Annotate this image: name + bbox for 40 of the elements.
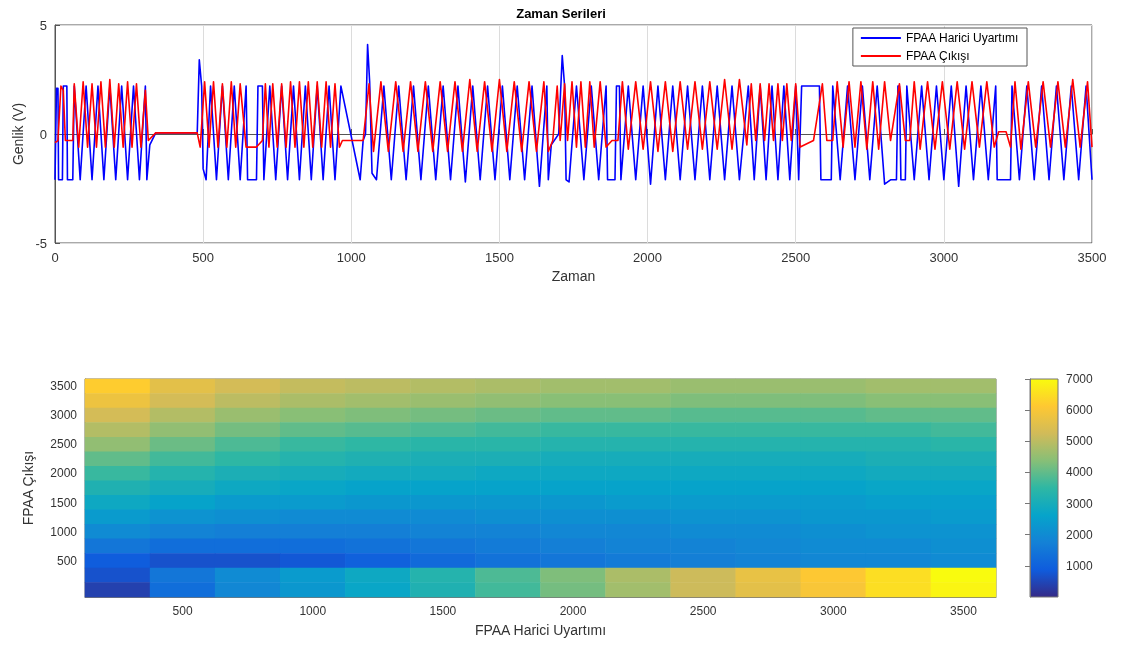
x-tick-label: 1500	[429, 604, 457, 618]
color-bar-label: 5000	[1066, 434, 1094, 449]
y-tick-label: 3500	[50, 379, 78, 394]
x-tick-label: 2000	[633, 250, 663, 265]
x-tick-label: 1500	[484, 250, 514, 265]
color-bar-label: 7000	[1066, 372, 1094, 386]
x-tick-label: 3500	[1077, 250, 1107, 265]
y-tick-label: 1500	[50, 495, 78, 510]
legend-label: FPAA Harici Uyartımı	[905, 31, 1019, 45]
chart-title: Zaman Serileri	[516, 6, 606, 21]
x-tick-label: 500	[192, 250, 214, 265]
color-bar-label: 1000	[1066, 558, 1094, 573]
color-bar-label: 4000	[1066, 465, 1094, 480]
x-tick-label: 1000	[336, 250, 366, 265]
x-tick-label: 3500	[950, 604, 978, 618]
line-series	[54, 43, 1093, 188]
x-tick-label: 500	[172, 604, 193, 618]
x-tick-label: 2500	[689, 604, 717, 618]
y-tick-label: 5	[39, 17, 47, 33]
x-tick-label: 2000	[559, 604, 587, 618]
y-axis-title: FPAA Çıkışı	[20, 450, 36, 526]
y-axis-title: Genlik (V)	[9, 102, 26, 166]
x-tick-label: 3000	[819, 604, 847, 618]
y-tick-label: 2000	[50, 466, 78, 481]
y-tick-label: 1000	[50, 524, 78, 539]
x-tick-label: 2500	[781, 250, 811, 265]
color-bar-label: 6000	[1066, 403, 1094, 418]
legend-label: FPAA Çıkışı	[905, 49, 970, 63]
y-tick-label: 2500	[50, 437, 78, 452]
x-axis-title: FPAA Harici Uyartımı	[474, 622, 607, 638]
color-bar-label: 2000	[1066, 527, 1094, 542]
color-bar-label: 3000	[1066, 496, 1094, 511]
x-axis-title: Zaman	[551, 267, 596, 284]
y-tick-label: 3000	[50, 408, 78, 423]
y-tick-label: -5	[35, 235, 47, 251]
y-tick-label: 500	[56, 553, 78, 568]
y-tick-label: 0	[39, 126, 47, 142]
line-series	[54, 78, 1093, 153]
x-tick-label: 3000	[929, 250, 959, 265]
x-tick-label: 1000	[299, 604, 327, 618]
